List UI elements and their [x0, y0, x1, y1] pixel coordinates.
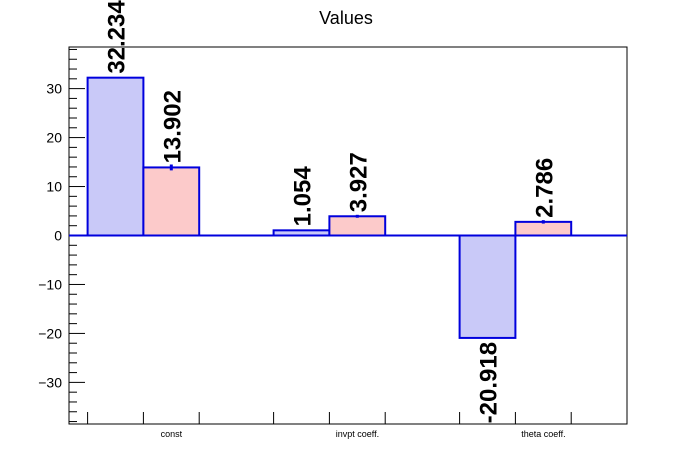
- data-label: 2.786: [531, 158, 558, 218]
- bar: [458, 234, 517, 339]
- data-label: 3.927: [345, 152, 372, 212]
- y-tick-label: 20: [46, 130, 62, 146]
- chart-title: Values: [319, 8, 373, 28]
- y-tick-label: −30: [38, 374, 62, 390]
- y-tick-label: 10: [46, 179, 62, 195]
- y-tick-label: −20: [38, 325, 62, 341]
- data-label: -20.918: [476, 342, 503, 423]
- bar: [86, 76, 145, 237]
- data-label: 1.054: [290, 166, 317, 227]
- plot-area: −30 −20 −10 0 10 20 30 const invpt coeff. theta c…: [38, 0, 628, 439]
- data-label: 32.234: [104, 0, 131, 74]
- category-label: theta coeff.: [521, 429, 565, 439]
- category-label: invpt coeff.: [336, 429, 379, 439]
- bar: [328, 215, 387, 237]
- bar: [514, 220, 573, 237]
- bar: [142, 166, 201, 237]
- category-label: const: [161, 429, 183, 439]
- data-label: 13.902: [159, 90, 186, 163]
- y-tick-label: −10: [38, 276, 62, 292]
- y-tick-label: 30: [46, 81, 62, 97]
- y-tick-label: 0: [54, 228, 62, 244]
